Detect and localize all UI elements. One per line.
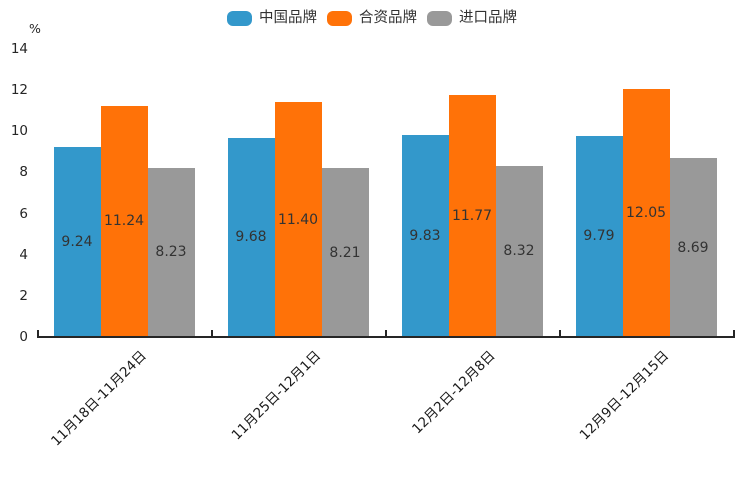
bar-value-label: 9.24	[61, 233, 93, 250]
y-tick-label: 2	[19, 287, 28, 304]
legend-marker-icon	[227, 10, 252, 26]
y-tick-label: 14	[10, 41, 28, 57]
x-axis-tick	[211, 330, 213, 336]
bar-中国品牌-3	[575, 135, 623, 337]
x-tick-label-1: 11月25日-12月1日	[228, 347, 325, 444]
bar-进口品牌-2	[495, 165, 543, 337]
x-tick-label-2: 12月2日-12月8日	[408, 347, 499, 438]
bar-中国品牌-1	[227, 137, 275, 337]
x-axis-tick	[733, 330, 735, 336]
bar-进口品牌-1	[321, 168, 369, 337]
y-tick-label: 4	[19, 246, 28, 263]
x-tick-label-3: 12月9日-12月15日	[576, 347, 673, 444]
bar-value-label: 8.69	[677, 239, 709, 256]
bar-value-label: 8.23	[155, 244, 187, 261]
x-axis-tick	[385, 330, 387, 336]
bar-进口品牌-0	[147, 167, 195, 337]
legend-item-1[interactable]: 合资品牌	[327, 9, 417, 27]
bar-value-label: 9.83	[409, 227, 441, 244]
bar-value-label: 12.05	[625, 205, 667, 222]
x-axis-line	[37, 336, 735, 338]
bar-value-label: 11.24	[103, 213, 145, 230]
chart-legend: 中国品牌 合资品牌 进口品牌	[0, 9, 744, 27]
legend-label: 合资品牌	[359, 10, 417, 26]
bar-合资品牌-0	[100, 105, 148, 337]
x-axis-tick	[37, 330, 39, 336]
bar-value-label: 8.21	[329, 244, 361, 261]
bar-合资品牌-3	[622, 89, 670, 337]
bar-中国品牌-2	[401, 134, 449, 337]
bar-value-label: 9.79	[583, 228, 615, 245]
bar-value-label: 11.40	[277, 211, 319, 228]
bar-合资品牌-1	[274, 102, 322, 337]
legend-item-2[interactable]: 进口品牌	[427, 9, 517, 27]
bar-value-label: 9.68	[235, 229, 267, 246]
x-tick-label-0: 11月18日-11月24日	[48, 347, 151, 450]
y-tick-label: 8	[19, 164, 28, 181]
y-tick-label: 0	[19, 329, 28, 345]
y-tick-label: 10	[10, 123, 28, 140]
x-axis-tick	[559, 330, 561, 336]
bar-进口品牌-3	[669, 158, 717, 337]
bar-value-label: 11.77	[451, 207, 493, 224]
y-axis-unit-label: %	[29, 21, 41, 36]
bar-合资品牌-2	[448, 94, 496, 337]
legend-label: 进口品牌	[459, 10, 517, 26]
legend-marker-icon	[427, 10, 452, 26]
y-tick-label: 12	[10, 82, 28, 99]
bar-value-label: 8.32	[503, 243, 535, 260]
y-tick-label: 6	[19, 205, 28, 222]
legend-item-0[interactable]: 中国品牌	[227, 9, 317, 27]
legend-label: 中国品牌	[259, 10, 317, 26]
legend-marker-icon	[327, 10, 352, 26]
bar-中国品牌-0	[53, 146, 101, 337]
